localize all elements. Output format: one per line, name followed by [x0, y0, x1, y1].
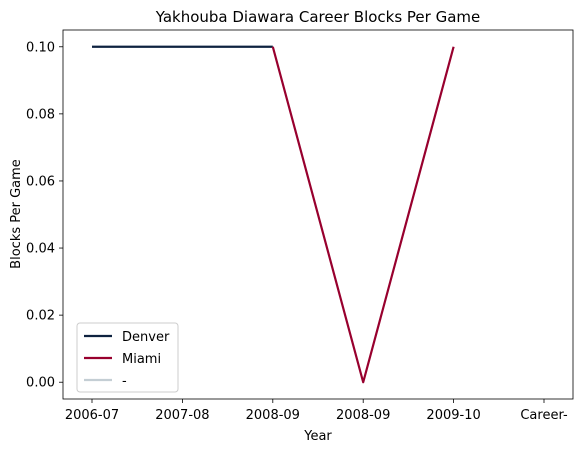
y-tick-label: 0.02	[26, 309, 55, 324]
y-tick-label: 0.00	[26, 376, 55, 391]
x-tick-label: Career-	[520, 408, 568, 423]
x-tick-label: 2007-08	[155, 408, 209, 423]
series-line-miami	[271, 46, 455, 384]
x-axis-title: Year	[303, 429, 332, 444]
y-axis: 0.00 0.02 0.04 0.06 0.08 0.10	[26, 40, 63, 391]
x-tick-label: 2008-09	[246, 408, 300, 423]
legend: Denver Miami -	[76, 322, 179, 393]
chart-title: Yakhouba Diawara Career Blocks Per Game	[155, 8, 481, 26]
y-axis-title: Blocks Per Game	[9, 159, 24, 269]
legend-label: Denver	[122, 330, 170, 345]
y-tick-label: 0.08	[26, 107, 55, 122]
y-tick-label: 0.06	[26, 174, 55, 189]
x-axis: 2006-07 2007-08 2008-09 2008-09 2009-10 Caree…	[65, 399, 568, 423]
y-tick-label: 0.10	[26, 40, 55, 55]
series-layer	[92, 45, 455, 384]
legend-box	[76, 322, 179, 393]
legend-label: Miami	[122, 352, 161, 367]
x-tick-label: 2009-10	[426, 408, 480, 423]
x-tick-label: 2006-07	[65, 408, 119, 423]
legend-label: -	[122, 374, 127, 389]
y-tick-label: 0.04	[26, 242, 55, 257]
plot-frame	[62, 29, 574, 400]
x-tick-label: 2008-09	[336, 408, 390, 423]
